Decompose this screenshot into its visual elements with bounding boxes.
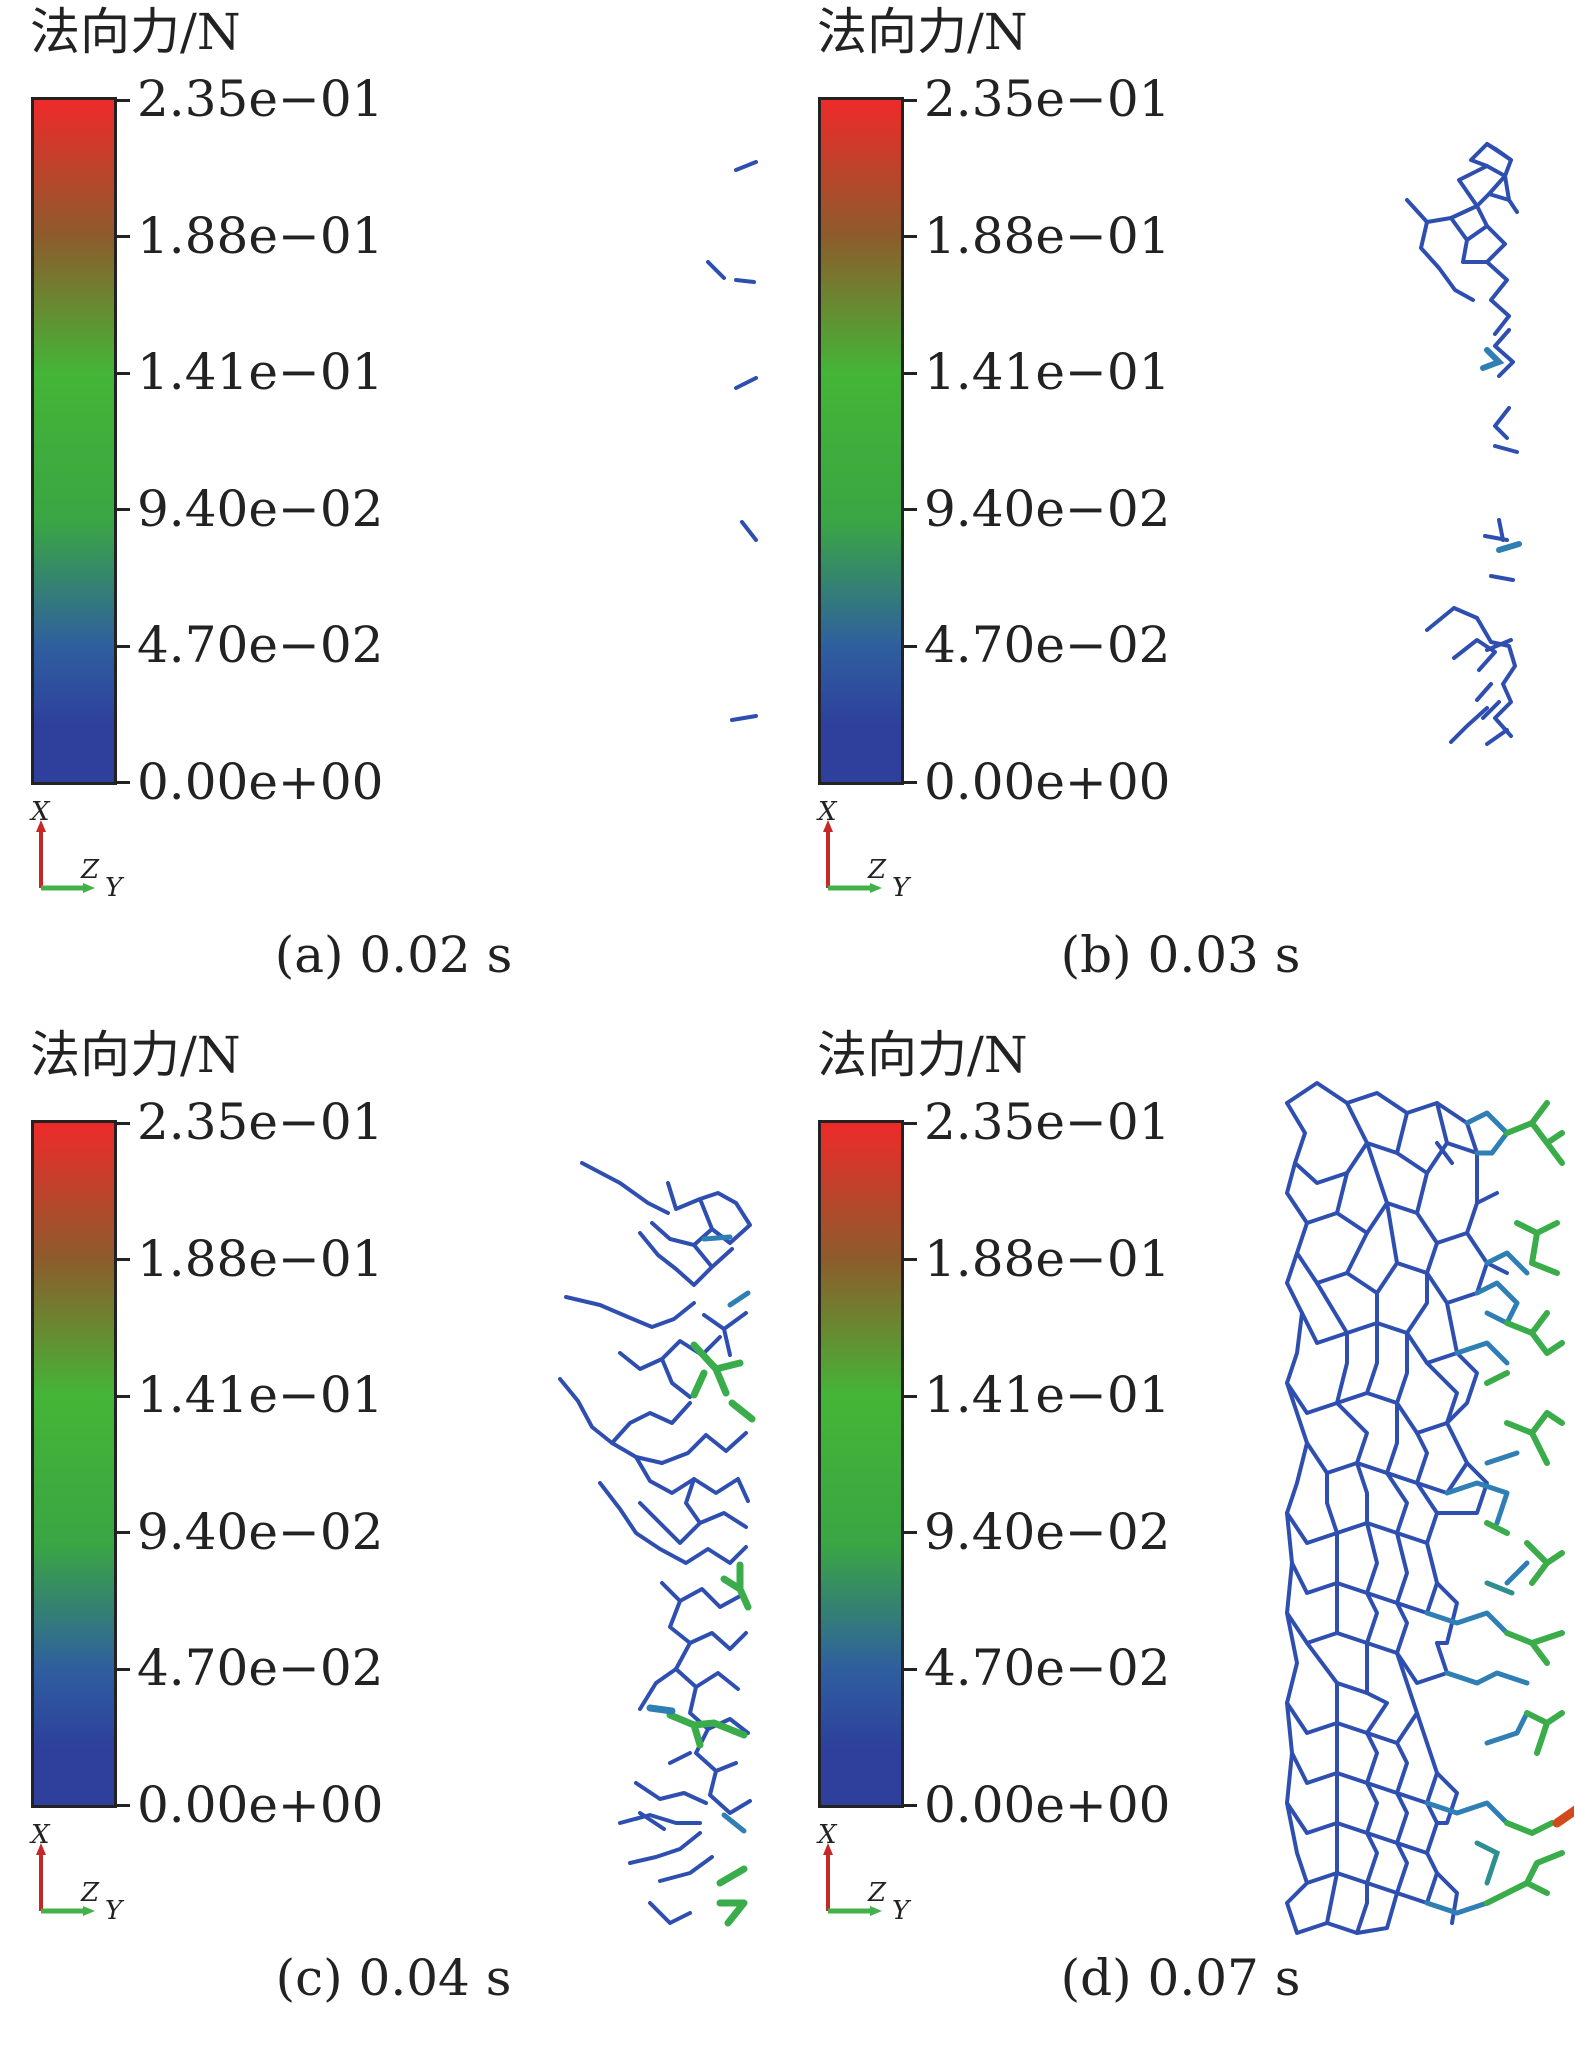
colorbar-tick-label: 4.70e−02 — [137, 616, 384, 674]
colorbar-tick — [117, 1531, 130, 1534]
colorbar-tick — [904, 1804, 917, 1807]
axis-label-z: Z — [867, 855, 887, 885]
colorbar-tick-label: 4.70e−02 — [924, 616, 1171, 674]
axis-label-x: X — [29, 797, 51, 827]
colorbar-tick — [117, 1122, 130, 1125]
colorbar-tick — [904, 1395, 917, 1398]
colorbar-tick — [117, 1804, 130, 1807]
colorbar-tick-label: 1.41e−01 — [924, 1366, 1171, 1424]
colorbar-tick-label: 0.00e+00 — [924, 1776, 1171, 1834]
panel-caption: (b) 0.03 s — [1060, 926, 1301, 984]
colorbar-tick — [904, 372, 917, 375]
contact-force-network — [1405, 142, 1522, 746]
colorbar-tick — [904, 1122, 917, 1125]
axis-label-x: X — [816, 1820, 838, 1850]
colorbar-tick — [117, 372, 130, 375]
colorbar-tick — [904, 99, 917, 102]
colorbar-gradient — [818, 1120, 904, 1808]
colorbar-tick — [117, 99, 130, 102]
colorbar-tick-label: 9.40e−02 — [137, 1503, 384, 1561]
colorbar-tick-label: 1.41e−01 — [137, 343, 384, 401]
panel-a: 法向力/N 2.35e−01 1.88e−01 1.41e−01 9.40e−0… — [0, 0, 787, 1023]
colorbar-tick — [904, 645, 917, 648]
axis-triad: X Z Y — [29, 797, 125, 903]
colorbar-tick-label: 9.40e−02 — [137, 480, 384, 538]
colorbar-tick-label: 2.35e−01 — [137, 1093, 384, 1151]
colorbar-tick-label: 1.88e−01 — [924, 207, 1171, 265]
colorbar-tick — [117, 645, 130, 648]
axis-label-z: Z — [867, 1878, 887, 1908]
colorbar-tick-label: 0.00e+00 — [137, 1776, 384, 1834]
axis-triad: X Z Y — [816, 797, 912, 903]
colorbar-tick — [904, 781, 917, 784]
panel-b: 法向力/N 2.35e−01 1.88e−01 1.41e−01 9.40e−0… — [787, 0, 1574, 1023]
colorbar-tick-label: 1.88e−01 — [137, 207, 384, 265]
axis-label-x: X — [29, 1820, 51, 1850]
colorbar-tick — [117, 781, 130, 784]
colorbar-tick-label: 1.88e−01 — [924, 1230, 1171, 1288]
contact-force-network — [1285, 1081, 1574, 1935]
colorbar-tick-label: 2.35e−01 — [924, 70, 1171, 128]
colorbar-gradient — [31, 97, 117, 785]
colorbar-tick — [904, 235, 917, 238]
colorbar-tick-label: 2.35e−01 — [137, 70, 384, 128]
panel-caption: (d) 0.07 s — [1060, 1949, 1301, 2007]
colorbar-tick — [117, 1258, 130, 1261]
axis-label-z: Z — [80, 1878, 100, 1908]
colorbar-tick-label: 4.70e−02 — [924, 1639, 1171, 1697]
colorbar-tick — [117, 508, 130, 511]
colorbar-tick — [117, 235, 130, 238]
colorbar-tick-label: 1.41e−01 — [137, 1366, 384, 1424]
axis-label-z: Z — [80, 855, 100, 885]
colorbar-tick — [904, 1668, 917, 1671]
panel-c: 法向力/N 2.35e−01 1.88e−01 1.41e−01 9.40e−0… — [0, 1023, 787, 2046]
colorbar-tick — [904, 1531, 917, 1534]
colorbar-title: 法向力/N — [817, 3, 1028, 61]
panel-caption: (c) 0.04 s — [275, 1949, 512, 2007]
colorbar-tick — [117, 1668, 130, 1671]
contact-force-network — [706, 160, 758, 722]
colorbar-gradient — [31, 1120, 117, 1808]
colorbar-tick-label: 1.88e−01 — [137, 1230, 384, 1288]
colorbar-tick-label: 2.35e−01 — [924, 1093, 1171, 1151]
colorbar-title: 法向力/N — [817, 1026, 1028, 1084]
colorbar-tick-label: 4.70e−02 — [137, 1639, 384, 1697]
colorbar-tick-label: 0.00e+00 — [924, 753, 1171, 811]
axis-label-y: Y — [892, 873, 912, 903]
colorbar-title: 法向力/N — [30, 1026, 241, 1084]
colorbar-tick — [117, 1395, 130, 1398]
axis-label-y: Y — [892, 1896, 912, 1926]
axis-triad: X Z Y — [29, 1820, 125, 1926]
colorbar-tick-label: 0.00e+00 — [137, 753, 384, 811]
panel-caption: (a) 0.02 s — [274, 926, 513, 984]
colorbar-tick-label: 1.41e−01 — [924, 343, 1171, 401]
colorbar-tick — [904, 1258, 917, 1261]
axis-label-x: X — [816, 797, 838, 827]
contact-force-network — [558, 1161, 756, 1927]
colorbar-tick — [904, 508, 917, 511]
axis-triad: X Z Y — [816, 1820, 912, 1926]
panel-d: 法向力/N 2.35e−01 1.88e−01 1.41e−01 9.40e−0… — [787, 1023, 1574, 2046]
axis-label-y: Y — [105, 1896, 125, 1926]
colorbar-gradient — [818, 97, 904, 785]
colorbar-title: 法向力/N — [30, 3, 241, 61]
colorbar-tick-label: 9.40e−02 — [924, 1503, 1171, 1561]
axis-label-y: Y — [105, 873, 125, 903]
colorbar-tick-label: 9.40e−02 — [924, 480, 1171, 538]
